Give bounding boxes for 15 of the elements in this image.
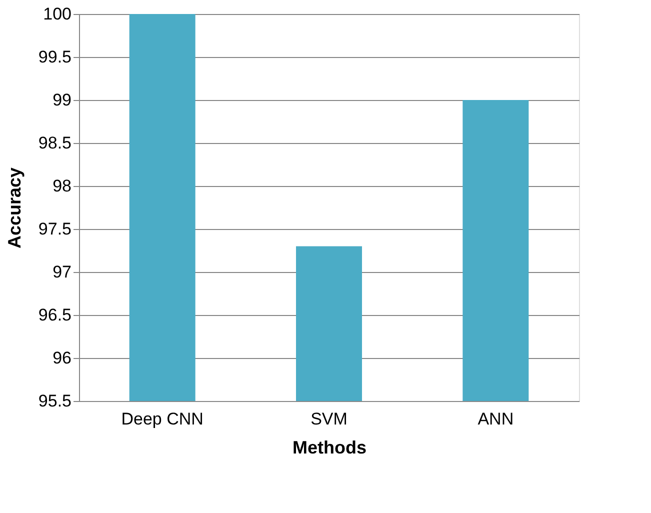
x-axis-title: Methods: [292, 438, 366, 458]
y-tick-label: 99.5: [38, 48, 72, 66]
y-axis-title: Accuracy: [4, 167, 24, 249]
y-tick-label: 100: [43, 4, 72, 24]
y-tick-label: 96.5: [38, 306, 72, 324]
y-tick-label: 97.5: [38, 220, 72, 238]
x-tick-label: ANN: [478, 410, 514, 428]
y-tick-label: 96: [52, 348, 72, 368]
y-tick-label: 98.5: [38, 134, 72, 152]
y-tick-label: 99: [52, 90, 72, 110]
x-tick-label: SVM: [310, 410, 348, 428]
y-tick-label: 97: [52, 262, 72, 282]
x-tick-label: Deep CNN: [121, 410, 204, 428]
y-tick-label: 98: [52, 176, 72, 196]
y-tick-label: 95.5: [38, 392, 72, 410]
